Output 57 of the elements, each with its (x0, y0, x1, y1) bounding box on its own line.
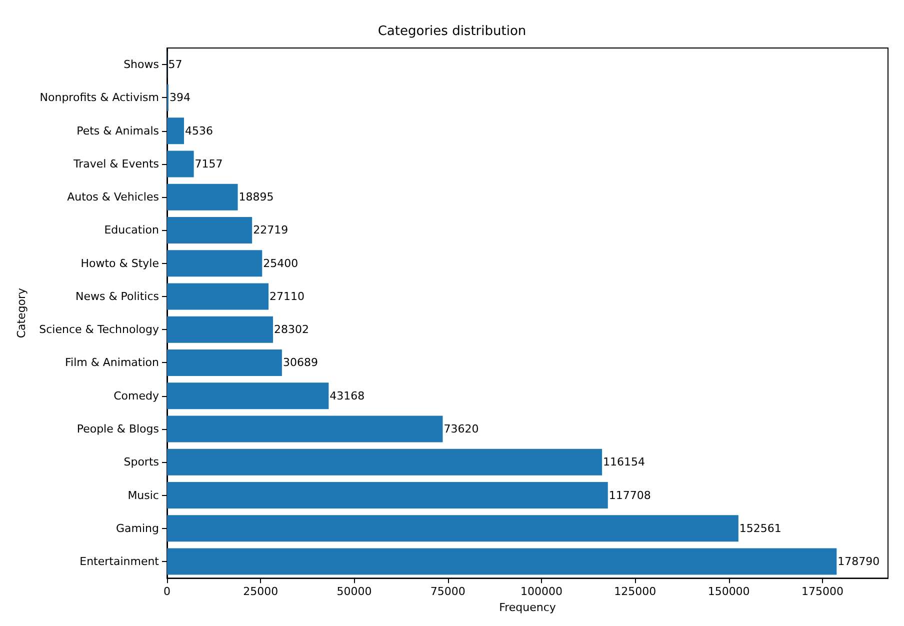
x-tick-label: 0 (164, 585, 170, 598)
data-label: 4536 (184, 124, 213, 138)
x-tick-label: 100000 (520, 585, 563, 598)
x-tick-label: 50000 (336, 585, 372, 598)
y-tick-label: Education (104, 224, 160, 237)
y-tick-label: Nonprofits & Activism (40, 91, 159, 104)
x-tick-label: 150000 (708, 585, 750, 598)
bar (167, 316, 274, 343)
bar (167, 118, 184, 144)
bar (167, 382, 329, 410)
y-tick-label: Shows (124, 58, 160, 72)
bar (167, 548, 837, 575)
bar (167, 184, 238, 210)
data-label: 117708 (608, 488, 651, 502)
data-label: 22719 (253, 224, 288, 237)
bar (167, 349, 282, 376)
data-label: 27110 (270, 290, 305, 303)
y-tick-label: Sports (124, 456, 160, 469)
y-tick-label: Film & Animation (64, 356, 160, 370)
chart-title: Categories distribution (378, 24, 526, 39)
bar (167, 448, 602, 476)
x-tick-label: 75000 (430, 585, 466, 598)
y-tick-label: Entertainment (80, 555, 160, 568)
y-axis-title: Category (15, 287, 28, 338)
bar (167, 283, 269, 310)
data-label: 116154 (603, 456, 646, 469)
y-tick-label: Comedy (114, 389, 160, 402)
data-label: 7157 (194, 157, 223, 170)
y-tick-label: News & Politics (75, 290, 160, 303)
data-label: 394 (169, 91, 190, 104)
y-tick-label: Science & Technology (39, 323, 160, 336)
data-label: 73620 (444, 422, 479, 436)
x-tick-label: 25000 (243, 585, 278, 598)
data-label: 178790 (838, 555, 880, 568)
bar (167, 515, 738, 542)
y-tick-label: Autos & Vehicles (67, 190, 160, 204)
data-label: 152561 (739, 522, 782, 535)
y-tick-label: Howto & Style (80, 256, 160, 270)
y-tick-label: People & Blogs (76, 422, 160, 436)
x-tick-label: 125000 (614, 585, 656, 598)
data-label: 25400 (263, 256, 298, 270)
y-tick-label: Pets & Animals (76, 124, 160, 138)
bar (167, 250, 262, 277)
bar (167, 416, 443, 442)
bar (167, 216, 252, 244)
data-label: 28302 (274, 323, 310, 336)
bar (167, 482, 608, 509)
x-axis-title: Frequency (499, 601, 556, 614)
y-tick-label: Music (128, 488, 159, 502)
bar (167, 150, 194, 178)
data-label: 30689 (282, 356, 318, 370)
y-tick-label: Gaming (116, 522, 159, 535)
data-label: 57 (168, 58, 182, 72)
data-label: 18895 (238, 190, 274, 204)
data-label: 43168 (330, 389, 365, 402)
y-tick-label: Travel & Events (72, 157, 160, 170)
x-tick-label: 175000 (801, 585, 844, 598)
